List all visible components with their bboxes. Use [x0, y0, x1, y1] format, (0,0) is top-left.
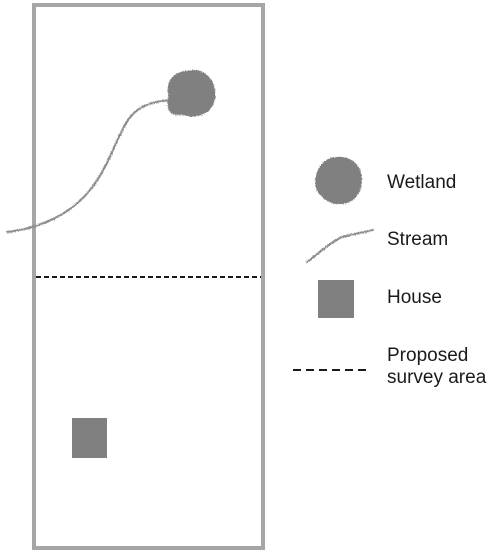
property-boundary	[32, 3, 265, 550]
map-house	[72, 418, 107, 458]
legend-house-icon	[318, 280, 354, 318]
legend-survey-label-line2: survey area	[387, 367, 487, 388]
legend-house-label: House	[387, 287, 442, 308]
legend-stream-label: Stream	[387, 229, 449, 250]
map-stream	[5, 98, 182, 234]
legend-wetland-icon	[315, 156, 362, 205]
legend-stream-icon	[305, 228, 375, 264]
map-wetland	[167, 69, 216, 117]
legend-wetland-label: Wetland	[387, 172, 457, 193]
legend-survey-label-line1: Proposed	[387, 345, 469, 366]
legend-survey-label: Proposed survey area	[387, 345, 486, 389]
